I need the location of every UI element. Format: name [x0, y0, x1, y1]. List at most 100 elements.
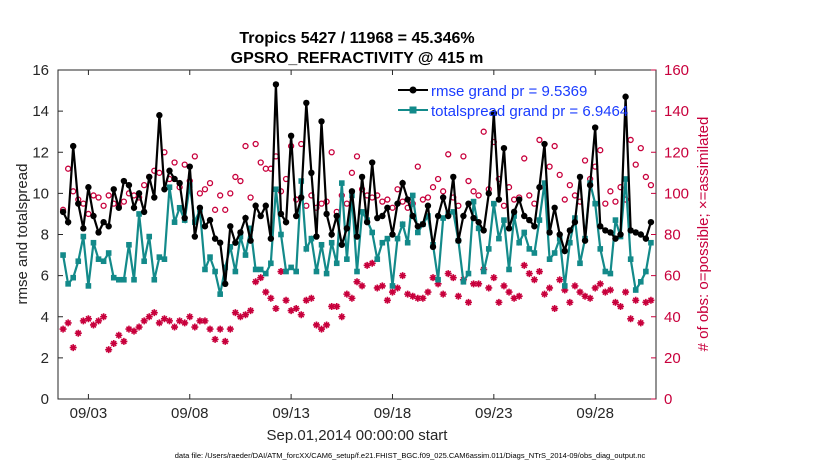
rmse-point	[161, 186, 168, 193]
assimilated-obs-point	[383, 296, 391, 304]
totalspread-point	[496, 235, 502, 242]
totalspread-point	[121, 276, 127, 283]
rmse-point	[363, 218, 371, 226]
assimilated-obs-point	[414, 294, 422, 302]
y-axis-label: rmse and totalspread	[14, 164, 31, 305]
possible-obs-point	[500, 202, 508, 209]
possible-obs-point	[637, 144, 644, 152]
totalspread-point	[70, 274, 77, 281]
totalspread-point	[521, 229, 528, 236]
totalspread-point	[65, 281, 71, 287]
totalspread-point	[333, 260, 340, 267]
x-tick-label: 09/13	[272, 405, 310, 422]
assimilated-obs-point	[64, 319, 72, 327]
y-tick-label: 14	[32, 103, 49, 120]
rmse-point	[171, 175, 178, 183]
totalspread-point	[531, 250, 538, 256]
possible-obs-point	[201, 186, 209, 193]
totalspread-point	[278, 231, 284, 238]
totalspread-point	[313, 268, 320, 275]
assimilated-obs-point	[247, 307, 255, 315]
rmse-point	[247, 237, 254, 244]
rmse-point	[156, 112, 163, 119]
possible-obs-point	[227, 190, 234, 197]
totalspread-point	[546, 256, 553, 262]
totalspread-point	[612, 217, 619, 223]
possible-obs-point	[612, 198, 619, 205]
y-tick-label-right: 100	[664, 185, 689, 202]
assimilated-obs-point	[363, 261, 371, 269]
totalspread-point	[268, 260, 274, 267]
assimilated-obs-point	[490, 274, 498, 282]
assimilated-obs-point	[206, 325, 214, 333]
possible-obs-point	[465, 177, 472, 185]
y-tick-label-right: 20	[664, 350, 681, 367]
totalspread-point	[470, 198, 477, 205]
y-axis-right: 0 20 40 60 80 100 120 140 160	[651, 62, 689, 408]
totalspread-point	[607, 270, 614, 277]
assimilated-obs-point	[591, 284, 599, 292]
assimilated-obs-point	[470, 280, 478, 288]
x-tick-label: 09/18	[374, 405, 412, 422]
assimilated-obs-point	[59, 325, 67, 333]
rmse-point	[642, 235, 650, 242]
assimilated-obs-point	[642, 298, 650, 306]
assimilated-obs-point	[201, 317, 209, 325]
assimilated-obs-point	[561, 286, 569, 294]
possible-obs-point	[105, 192, 112, 199]
assimilated-obs-point	[135, 323, 143, 331]
rmse-point	[485, 190, 492, 197]
assimilated-obs-point	[252, 278, 260, 286]
assimilated-obs-point	[581, 292, 589, 300]
rmse-point	[475, 218, 482, 226]
assimilated-obs-point	[292, 305, 300, 313]
assimilated-obs-point	[394, 284, 402, 292]
rmse-point	[531, 223, 538, 230]
totalspread-point	[354, 268, 360, 275]
rmse-point	[166, 167, 173, 174]
possible-obs-point	[257, 159, 264, 166]
y-axis-label-right: # of obs: o=possible; ×=assimilated	[695, 117, 712, 352]
totalspread-point	[501, 217, 507, 223]
rmse-point	[384, 204, 391, 211]
assimilated-obs-point	[348, 294, 356, 302]
possible-obs-point	[171, 159, 178, 166]
rmse-point	[571, 218, 579, 226]
assimilated-obs-point	[272, 305, 280, 313]
assimilated-obs-point	[312, 321, 320, 329]
rmse-point	[439, 194, 447, 201]
assimilated-obs-point	[267, 294, 275, 302]
assimilated-obs-point	[242, 311, 250, 319]
rmse-point	[374, 214, 381, 222]
totalspread-point	[257, 266, 264, 273]
totalspread-point	[232, 268, 239, 275]
rmse-point	[424, 202, 432, 209]
totalspread-point	[465, 270, 472, 277]
totalspread-point	[374, 256, 381, 262]
assimilated-obs-point	[627, 315, 635, 323]
assimilated-obs-point	[328, 302, 336, 310]
possible-obs-point	[211, 206, 219, 213]
rmse-point	[298, 194, 305, 201]
totalspread-point	[166, 184, 173, 191]
assimilated-obs-point	[541, 290, 549, 298]
rmse-point	[206, 216, 214, 224]
assimilated-obs-point	[79, 317, 87, 325]
assimilated-obs-point	[500, 282, 508, 290]
totalspread-point	[75, 258, 82, 265]
totalspread-point	[105, 250, 112, 256]
assimilated-obs-point	[373, 284, 381, 292]
possible-obs-point	[191, 153, 198, 160]
rmse-point	[59, 208, 67, 216]
assimilated-obs-point	[150, 309, 158, 317]
totalspread-point	[90, 239, 97, 246]
y-tick-label-right: 140	[664, 103, 689, 120]
rmse-point	[323, 210, 330, 218]
rmse-point	[135, 190, 143, 197]
assimilated-obs-point	[556, 276, 564, 284]
rmse-point	[576, 173, 584, 181]
possible-obs-point	[581, 157, 589, 164]
rmse-point	[303, 99, 310, 107]
assimilated-obs-point	[404, 290, 412, 298]
rmse-point	[201, 223, 209, 230]
